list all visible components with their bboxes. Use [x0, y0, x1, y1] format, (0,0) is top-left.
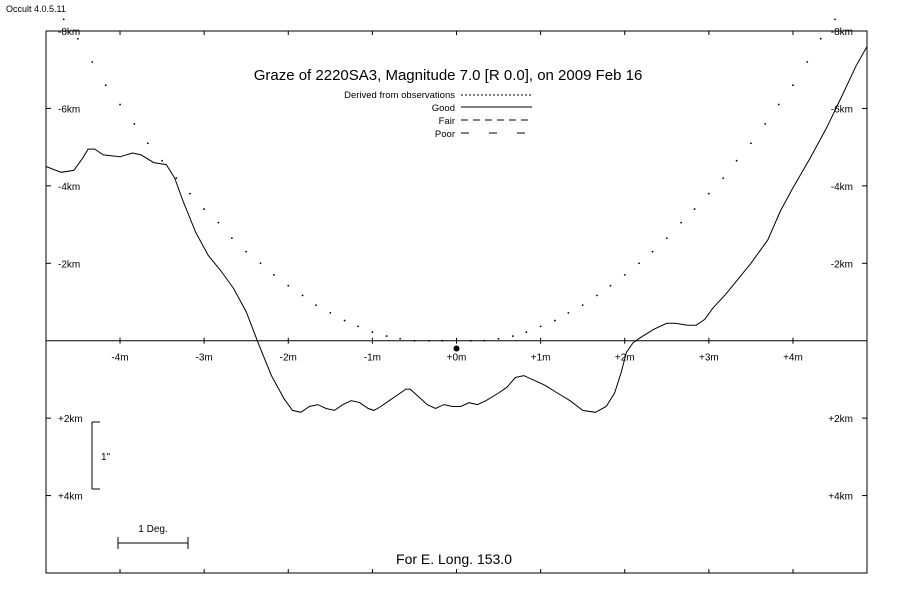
limb-profile-point: [609, 284, 612, 287]
x-tick-label: +3m: [699, 353, 719, 364]
longitude-label: For E. Long. 153.0: [396, 551, 512, 567]
limb-profile-point: [413, 339, 416, 342]
limb-profile-point: [287, 284, 290, 287]
limb-profile-point: [175, 177, 178, 180]
limb-profile-point: [343, 319, 346, 322]
limb-profile-point: [301, 294, 304, 297]
legend-label-good: Good: [432, 103, 455, 114]
limb-profile-point: [371, 331, 374, 334]
app-version: Occult 4.0.5.11: [6, 4, 66, 14]
x-tick-label: -1m: [364, 353, 381, 364]
x-tick-label: -4m: [111, 353, 128, 364]
limb-profile-point: [750, 142, 752, 145]
limb-profile-point: [62, 18, 65, 21]
limb-profile-point: [259, 262, 262, 265]
legend-label-poor: Poor: [435, 129, 455, 140]
plot-frame: [45, 30, 868, 574]
limb-profile-point: [567, 311, 570, 314]
chart-title: Graze of 2220SA3, Magnitude 7.0 [R 0.0],…: [254, 67, 643, 84]
vertical-scale-label: 1": [101, 452, 111, 463]
limb-profile-point: [203, 208, 206, 210]
limb-profile-point: [217, 221, 220, 224]
star-marker: [453, 345, 460, 352]
y-tick-label-right: -6km: [831, 104, 853, 115]
y-axis-right-ticks: -8km -6km -4km -2km +2km +4km: [828, 27, 867, 503]
limb-profile-point: [581, 304, 584, 306]
legend-label-fair: Fair: [439, 116, 455, 127]
vertical-scale-bar: 1": [91, 421, 111, 490]
x-tick-label: +1m: [531, 353, 551, 364]
horizontal-scale-bar: 1 Deg.: [117, 524, 189, 549]
limb-profile-point: [91, 61, 94, 63]
y-tick-label-left: -2km: [58, 259, 80, 270]
limb-profile-point: [525, 331, 528, 334]
x-tick-label: +0m: [447, 353, 467, 364]
limb-profile-series: [62, 18, 836, 342]
limb-profile-point: [623, 274, 626, 276]
limb-profile-point: [651, 250, 654, 253]
limb-profile-point: [819, 37, 822, 40]
limb-profile-point: [554, 319, 556, 322]
limb-profile-point: [777, 103, 780, 106]
graze-observation-line: [45, 46, 868, 413]
limb-profile-point: [497, 337, 500, 340]
y-tick-label-left: -6km: [58, 104, 80, 115]
limb-profile-point: [469, 339, 472, 342]
legend: Derived from observations Good Fair Poor: [344, 90, 532, 140]
limb-profile-point: [511, 335, 514, 337]
limb-profile-point: [133, 123, 136, 125]
limb-profile-point: [188, 192, 191, 195]
limb-profile-point: [665, 237, 668, 240]
limb-profile-point: [385, 335, 388, 337]
limb-profile-point: [806, 61, 809, 63]
limb-profile-point: [357, 325, 359, 328]
y-axis-left-ticks: -8km -6km -4km -2km +2km +4km: [46, 27, 83, 503]
x-axis-ticks: -4m -3m -2m -1m +0m +1m +2m +3m +4m: [111, 31, 803, 573]
limb-profile-point: [399, 337, 402, 340]
y-tick-label-right: -8km: [831, 27, 853, 38]
y-tick-label-left: -8km: [58, 27, 80, 38]
y-tick-label-right: +4km: [828, 492, 853, 503]
legend-label-derived: Derived from observations: [344, 90, 455, 101]
limb-profile-point: [119, 103, 121, 106]
limb-profile-point: [273, 274, 275, 276]
limb-profile-point: [707, 192, 710, 195]
x-tick-label: -2m: [280, 353, 297, 364]
limb-profile-point: [539, 325, 542, 328]
limb-profile-point: [483, 339, 486, 342]
limb-profile-point: [792, 84, 794, 87]
limb-profile-point: [161, 159, 163, 162]
limb-profile-point: [104, 84, 107, 87]
x-tick-label: -3m: [196, 353, 213, 364]
horizontal-scale-label: 1 Deg.: [138, 524, 167, 535]
limb-profile-point: [315, 304, 317, 306]
limb-profile-point: [764, 123, 767, 125]
limb-profile-point: [245, 250, 248, 253]
limb-profile-point: [231, 237, 233, 240]
series-layer: [45, 18, 868, 413]
limb-profile-point: [834, 18, 836, 21]
limb-profile-point: [146, 142, 149, 145]
y-tick-label-right: +2km: [828, 414, 853, 425]
limb-profile-point: [427, 339, 430, 342]
y-tick-label-left: +4km: [58, 492, 83, 503]
limb-profile-point: [680, 221, 682, 224]
limb-profile-point: [329, 311, 332, 314]
limb-profile-point: [455, 339, 458, 342]
limb-profile-point: [77, 37, 79, 40]
limb-profile-point: [596, 294, 598, 297]
y-tick-label-right: -4km: [831, 182, 853, 193]
limb-profile-point: [722, 177, 725, 180]
y-tick-label-left: -4km: [58, 182, 80, 193]
limb-profile-point: [638, 262, 640, 265]
y-tick-label-left: +2km: [58, 414, 83, 425]
limb-profile-point: [735, 159, 738, 162]
limb-profile-point: [693, 208, 696, 210]
limb-profile-point: [441, 339, 444, 342]
y-tick-label-right: -2km: [831, 259, 853, 270]
x-tick-label: +4m: [783, 353, 803, 364]
